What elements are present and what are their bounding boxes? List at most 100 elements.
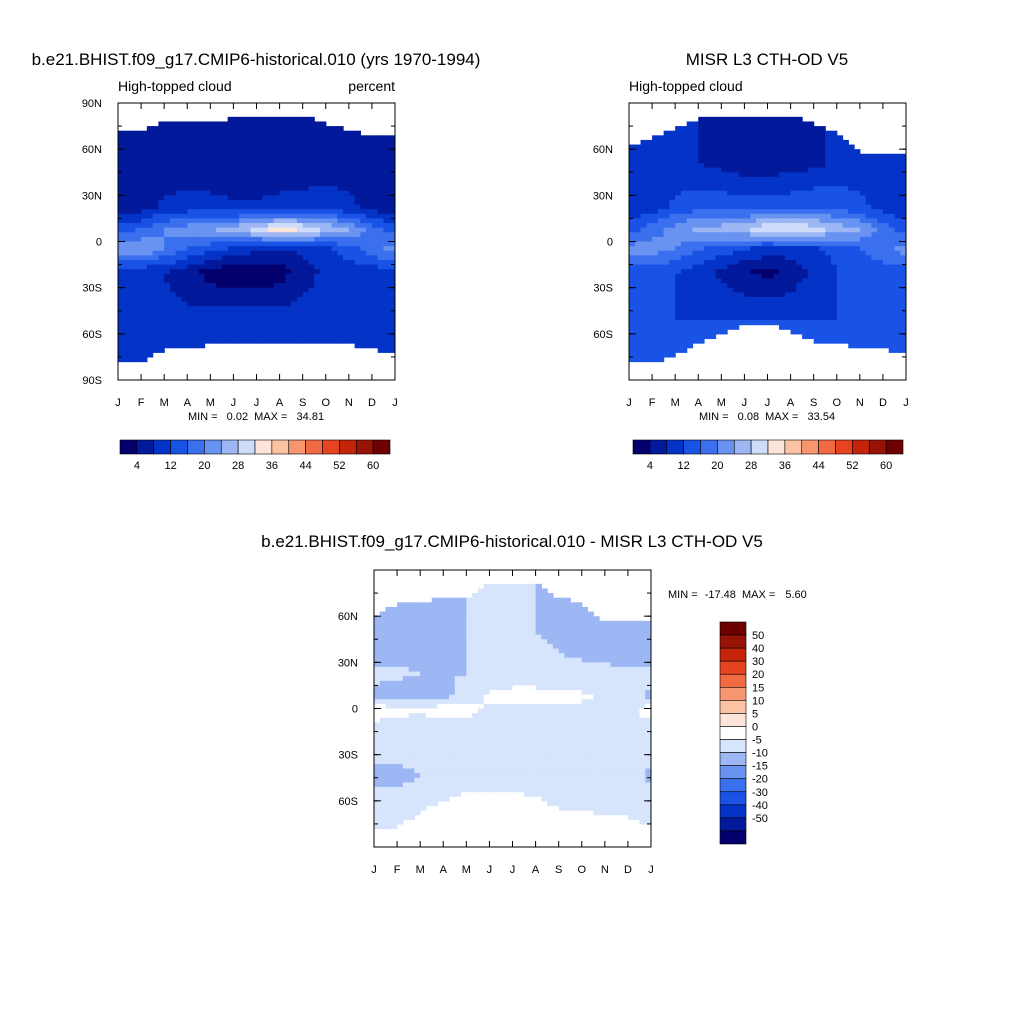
- panel-obs-min-value: 0.08: [738, 411, 759, 423]
- field-cell: [146, 130, 154, 136]
- field-cell: [221, 273, 229, 280]
- field-cell: [141, 310, 148, 316]
- field-cell: [773, 209, 780, 215]
- field-cell: [175, 283, 183, 289]
- field-cell: [250, 329, 258, 335]
- field-cell: [210, 310, 217, 316]
- field-cell: [227, 246, 235, 252]
- field-cell: [175, 223, 183, 229]
- field-cell: [164, 223, 171, 229]
- field-cell: [391, 754, 398, 760]
- field-cell: [256, 292, 263, 298]
- field-cell: [882, 241, 890, 247]
- field-cell: [686, 264, 694, 270]
- field-cell: [256, 167, 263, 173]
- field-cell: [859, 292, 867, 298]
- field-cell: [377, 278, 385, 284]
- field-cell: [331, 236, 338, 243]
- field-cell: [686, 324, 694, 330]
- field-cell: [129, 167, 136, 173]
- field-cell: [279, 121, 286, 127]
- x-tick-label: S: [810, 397, 817, 409]
- field-cell: [686, 296, 694, 303]
- field-cell: [842, 296, 849, 303]
- field-cell: [715, 223, 722, 229]
- field-cell: [796, 255, 803, 261]
- colorbar-box: [649, 439, 668, 455]
- field-cell: [204, 218, 211, 224]
- field-cell: [698, 172, 705, 178]
- field-cell: [123, 319, 131, 326]
- field-cell: [354, 259, 361, 266]
- field-cell: [652, 209, 659, 215]
- field-cell: [836, 338, 844, 344]
- field-cell: [348, 135, 356, 141]
- field-cell: [302, 199, 310, 206]
- field-cell: [250, 287, 258, 293]
- field-cell: [204, 236, 211, 243]
- field-cell: [221, 218, 229, 224]
- field-cell: [314, 273, 321, 280]
- field-cell: [692, 223, 699, 229]
- field-cell: [273, 250, 281, 256]
- field-cell: [888, 181, 896, 187]
- field-cell: [273, 139, 281, 146]
- field-cell: [871, 195, 878, 201]
- field-cell: [761, 218, 769, 224]
- field-cell: [279, 149, 286, 155]
- field-cell: [337, 329, 344, 335]
- field-cell: [291, 246, 298, 252]
- field-cell: [871, 236, 878, 243]
- field-cell: [767, 190, 774, 196]
- field-cell: [640, 356, 647, 363]
- field-cell: [325, 269, 333, 275]
- field-cell: [360, 324, 367, 330]
- field-cell: [813, 195, 821, 201]
- field-cell: [802, 218, 809, 224]
- field-cell: [164, 167, 171, 173]
- field-cell: [813, 269, 821, 275]
- field-cell: [391, 639, 398, 645]
- field-cell: [750, 232, 757, 238]
- field-cell: [790, 236, 797, 243]
- field-cell: [704, 241, 711, 247]
- field-cell: [807, 153, 815, 159]
- field-cell: [164, 246, 171, 252]
- field-cell: [227, 250, 235, 256]
- field-cell: [366, 246, 373, 252]
- field-cell: [391, 620, 398, 626]
- field-cell: [279, 213, 286, 220]
- field-cell: [727, 232, 734, 238]
- field-cell: [704, 139, 711, 146]
- field-cell: [669, 333, 676, 340]
- field-cell: [279, 172, 286, 178]
- field-cell: [715, 186, 722, 192]
- field-cell: [796, 163, 803, 169]
- field-cell: [193, 319, 200, 326]
- field-cell: [343, 130, 350, 136]
- field-cell: [709, 278, 717, 284]
- field-cell: [354, 218, 361, 224]
- field-cell: [314, 315, 321, 321]
- field-cell: [755, 158, 763, 164]
- field-cell: [371, 167, 379, 173]
- field-cell: [314, 130, 321, 136]
- field-cell: [669, 236, 676, 243]
- field-cell: [629, 283, 636, 289]
- field-cell: [859, 246, 867, 252]
- field-cell: [146, 310, 154, 316]
- field-cell: [193, 130, 200, 136]
- field-cell: [198, 306, 206, 312]
- field-cell: [371, 158, 379, 164]
- field-cell: [652, 172, 659, 178]
- field-cell: [634, 310, 642, 316]
- field-cell: [123, 241, 131, 247]
- field-cell: [865, 324, 872, 330]
- field-cell: [871, 246, 878, 252]
- field-cell: [319, 246, 327, 252]
- field-cell: [813, 329, 821, 335]
- field-cell: [796, 223, 803, 229]
- field-cell: [802, 121, 809, 127]
- field-cell: [193, 209, 200, 215]
- field-cell: [652, 135, 659, 141]
